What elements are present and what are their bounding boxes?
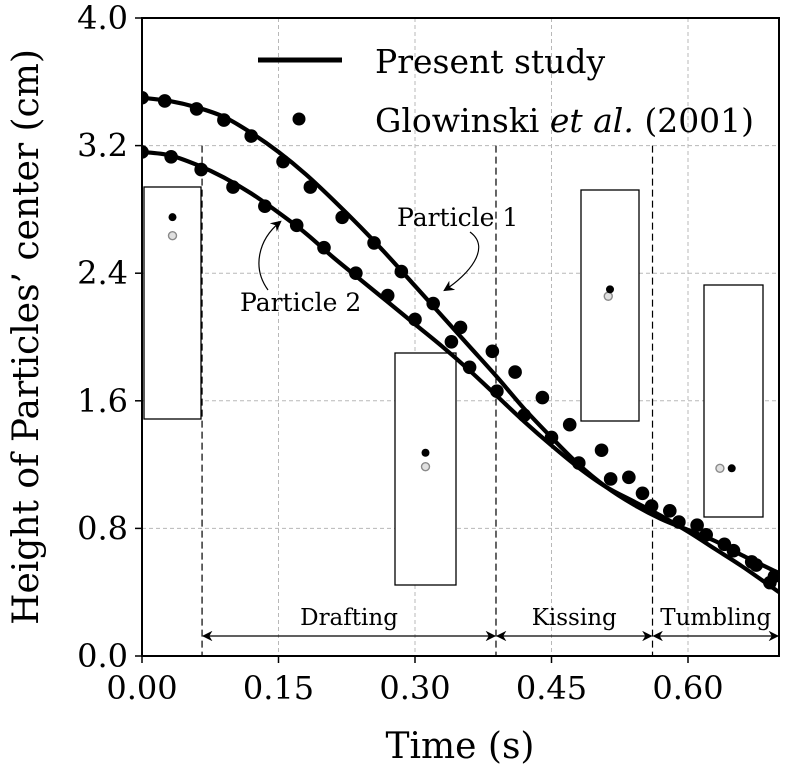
series-point bbox=[744, 555, 759, 569]
inset-particle-2 bbox=[603, 291, 613, 301]
x-tick-label: 0.60 bbox=[652, 669, 723, 707]
x-axis-label: Time (s) bbox=[386, 726, 535, 767]
series-point bbox=[490, 384, 504, 399]
y-tick-label: 0.8 bbox=[77, 509, 128, 547]
series-point bbox=[189, 102, 204, 116]
series-point bbox=[426, 296, 441, 311]
inset-drafting bbox=[394, 352, 457, 586]
particle-2-label: Particle 2 bbox=[240, 288, 361, 317]
series-point bbox=[303, 180, 318, 194]
series-point bbox=[699, 527, 713, 542]
inset-particle-1 bbox=[421, 448, 430, 457]
legend-dot-marker bbox=[292, 112, 306, 126]
inset-tumbling bbox=[703, 284, 764, 518]
series bbox=[142, 90, 779, 594]
series-point bbox=[349, 266, 363, 281]
series-point bbox=[672, 515, 686, 529]
x-tick-label: 0.45 bbox=[516, 669, 587, 707]
series-point bbox=[194, 162, 208, 177]
legend-label-glowinski-suffix: (2001) bbox=[634, 101, 754, 140]
series-point bbox=[317, 240, 331, 255]
plot-frame bbox=[141, 17, 780, 657]
inset-particle-2 bbox=[420, 461, 431, 472]
axis-ticks: 0.00 0.15 0.30 0.45 0.60 0.0 0.8 1.6 2.4 3.2 4.0 bbox=[77, 0, 724, 707]
insets bbox=[143, 186, 764, 586]
inset-particle-1 bbox=[727, 464, 736, 473]
phase-label-drafting: Drafting bbox=[300, 605, 398, 631]
inset-box bbox=[703, 284, 764, 518]
series-point bbox=[535, 390, 550, 405]
series-point bbox=[335, 210, 350, 225]
x-tick-label: 0.00 bbox=[106, 669, 177, 707]
series-point bbox=[276, 154, 290, 169]
x-tick-label: 0.30 bbox=[379, 669, 450, 707]
series-point bbox=[562, 417, 577, 432]
inset-particle-2 bbox=[167, 231, 178, 241]
series-point bbox=[622, 470, 636, 485]
series-point bbox=[462, 360, 477, 375]
series-point bbox=[690, 518, 704, 533]
inset-box bbox=[143, 186, 202, 420]
series-point bbox=[544, 430, 559, 445]
series-point bbox=[217, 113, 231, 127]
series-point bbox=[485, 344, 500, 359]
series-point bbox=[517, 408, 531, 422]
legend-label-present-study: Present study bbox=[375, 42, 606, 81]
particle-1-label: Particle 1 bbox=[397, 203, 518, 232]
series-point bbox=[444, 334, 459, 349]
series-point bbox=[453, 320, 468, 335]
series-point bbox=[157, 94, 172, 108]
series-point bbox=[142, 145, 149, 159]
series-point bbox=[635, 486, 650, 501]
series-point bbox=[380, 288, 395, 303]
series-point bbox=[244, 129, 258, 143]
phase-arrows: Drafting Kissing Tumbling bbox=[202, 605, 780, 642]
series-point bbox=[717, 537, 732, 552]
series-point bbox=[226, 180, 240, 194]
phase-label-kissing: Kissing bbox=[532, 605, 617, 631]
y-tick-label: 1.6 bbox=[77, 382, 128, 420]
inset-box bbox=[580, 189, 640, 422]
particle-2-arrow bbox=[258, 220, 282, 291]
inset-initial bbox=[143, 186, 202, 420]
inset-particle-2 bbox=[715, 463, 725, 473]
series-point bbox=[164, 149, 178, 164]
series-point bbox=[258, 199, 272, 214]
series-point bbox=[394, 264, 409, 279]
y-tick-label: 4.0 bbox=[77, 0, 128, 37]
legend-label-glowinski-italic: et al. bbox=[550, 101, 634, 140]
series-point bbox=[603, 472, 618, 486]
grid bbox=[142, 18, 779, 656]
series-point bbox=[289, 218, 304, 233]
y-axis-label: Height of Particles’ center (cm) bbox=[6, 49, 47, 625]
phase-lines bbox=[201, 145, 654, 656]
inset-kissing bbox=[580, 189, 640, 422]
y-tick-label: 2.4 bbox=[77, 254, 128, 292]
particle-1-arrow bbox=[443, 231, 480, 292]
series-point bbox=[367, 236, 381, 250]
series-point bbox=[142, 90, 149, 105]
y-tick-label: 0.0 bbox=[77, 637, 128, 675]
y-tick-label: 3.2 bbox=[77, 127, 128, 165]
x-tick-label: 0.15 bbox=[243, 669, 314, 707]
legend: Present study Glowinski et al. (2001) bbox=[258, 42, 754, 140]
series-point bbox=[763, 575, 777, 590]
series-point bbox=[572, 456, 586, 470]
series-line bbox=[142, 149, 779, 594]
series-point bbox=[408, 312, 422, 327]
series-point bbox=[508, 365, 522, 379]
series-point bbox=[644, 499, 659, 513]
inset-particle-1 bbox=[168, 213, 177, 222]
legend-label-glowinski: Glowinski et al. (2001) bbox=[375, 101, 754, 140]
series-point bbox=[594, 443, 609, 458]
series-line bbox=[142, 95, 779, 575]
inset-particle-1 bbox=[606, 285, 614, 294]
phase-label-tumbling: Tumbling bbox=[660, 605, 771, 631]
series-point bbox=[663, 504, 677, 518]
legend-label-glowinski-prefix: Glowinski bbox=[375, 101, 550, 140]
